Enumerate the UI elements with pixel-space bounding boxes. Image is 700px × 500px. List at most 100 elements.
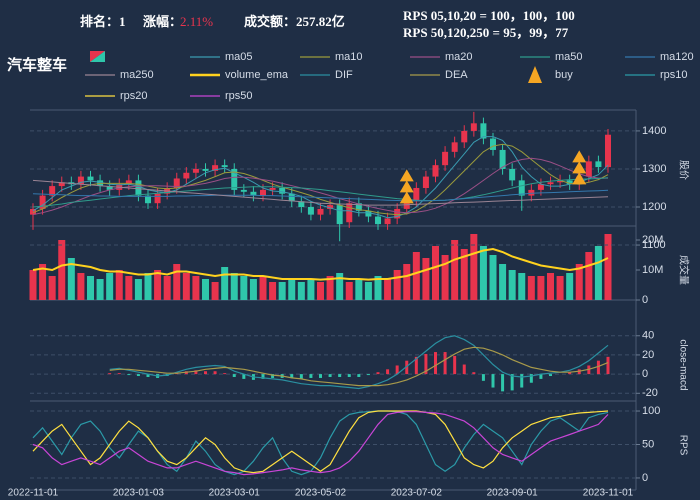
macd-bar	[232, 374, 236, 377]
candle-body	[557, 180, 564, 183]
y-tick-label: 100	[642, 405, 660, 417]
macd-bar	[510, 374, 514, 391]
macd-bar	[434, 352, 437, 375]
candle-body	[30, 208, 36, 215]
candle-body	[432, 165, 439, 177]
macd-bar	[146, 374, 150, 377]
candle-body	[327, 205, 334, 209]
volume-bar	[317, 282, 324, 300]
legend-label: ma50	[555, 51, 583, 63]
macd-bar	[328, 374, 332, 377]
macd-bar	[606, 356, 610, 375]
y-axis-label: RPS	[677, 435, 688, 456]
volume-bar	[106, 273, 114, 300]
volume-bar	[249, 279, 257, 300]
rps-long: RPS 50,120,250 = 95，99，77	[403, 25, 569, 40]
volume-bar	[182, 273, 190, 300]
series-line	[32, 177, 609, 208]
candle-body	[49, 186, 56, 196]
volume-bar	[566, 273, 574, 300]
volume-bar	[479, 246, 487, 300]
y-axis-label: 成交量	[677, 255, 690, 285]
volume-bar	[278, 282, 286, 300]
volume-bar	[48, 276, 56, 300]
legend-label: ma20	[445, 51, 473, 63]
price-layer: 1100 1200 1300 1400 股价	[30, 111, 689, 251]
macd-bar	[596, 360, 600, 375]
macd-bar	[271, 374, 275, 378]
macd-bar	[539, 374, 543, 379]
candle-body	[279, 187, 286, 194]
candle-body	[480, 123, 487, 139]
series-line	[32, 411, 609, 476]
rps-layer: 0 50 100 RPS	[30, 405, 688, 484]
macd-bar	[319, 374, 322, 378]
volume-bar	[115, 270, 123, 300]
series-line	[109, 346, 609, 387]
macd-bar	[568, 372, 572, 375]
y-tick-label: 0	[642, 294, 648, 306]
series-line	[32, 179, 609, 206]
series-line	[32, 157, 608, 216]
volume-bar	[345, 282, 353, 300]
macd-bar	[108, 373, 112, 375]
volume-bar	[518, 273, 526, 300]
volume-bar	[154, 270, 162, 300]
y-tick-label: 10M	[642, 264, 663, 276]
candle-body	[231, 168, 238, 190]
y-tick-label: 0	[642, 368, 648, 380]
candle-body	[135, 180, 142, 196]
volume-bar	[67, 258, 75, 300]
candle-body	[288, 193, 295, 202]
series-line	[32, 247, 609, 281]
volume-bar	[412, 252, 420, 300]
y-tick-label: 20M	[642, 234, 663, 246]
volume-bar	[374, 276, 382, 300]
candle-body	[202, 168, 209, 171]
volume-bar	[384, 279, 392, 300]
candle-body	[106, 186, 113, 190]
series-line	[32, 143, 609, 216]
x-tick-label: 2023-07-02	[391, 488, 443, 499]
volume-bar	[144, 273, 152, 300]
y-axis-label: close-macd	[677, 339, 688, 390]
macd-bar	[136, 374, 140, 377]
volume-bar	[163, 276, 171, 300]
volume-bar	[575, 264, 583, 300]
series-line	[32, 410, 609, 476]
series-line	[32, 136, 609, 219]
candle-body	[461, 130, 468, 143]
y-tick-label: -20	[642, 387, 658, 399]
macd-bar	[261, 374, 265, 379]
macd-bar	[338, 374, 342, 377]
macd-bar	[366, 374, 370, 376]
candle-body	[451, 142, 458, 152]
macd-bar	[491, 374, 495, 388]
candle-body	[365, 210, 372, 217]
macd-bar	[462, 364, 466, 375]
volume-bar	[403, 264, 411, 300]
macd-bar	[395, 365, 399, 375]
candle-body	[221, 165, 228, 168]
legend-label: DEA	[445, 69, 468, 81]
volume-bar	[585, 252, 593, 300]
candle-body	[585, 161, 592, 177]
macd-bar	[309, 374, 313, 378]
candle-body	[145, 195, 151, 204]
volume-bar	[39, 264, 47, 300]
x-tick-label: 2023-11-01	[583, 488, 634, 499]
candle-body	[269, 187, 276, 190]
change-label: 涨幅：	[142, 14, 182, 29]
candle-body	[442, 151, 449, 166]
volume-bar	[355, 279, 363, 300]
volume-bar	[364, 282, 372, 300]
candle-body	[384, 218, 391, 225]
volume-layer: 0 10M 20M 成交量	[29, 234, 690, 306]
y-tick-label: 1300	[642, 163, 666, 175]
y-tick-label: 0	[642, 472, 648, 484]
volume-bar	[202, 279, 209, 300]
macd-bar	[213, 371, 217, 375]
y-tick-label: 40	[642, 330, 654, 342]
macd-bar	[194, 370, 198, 375]
macd-bar	[117, 373, 121, 375]
